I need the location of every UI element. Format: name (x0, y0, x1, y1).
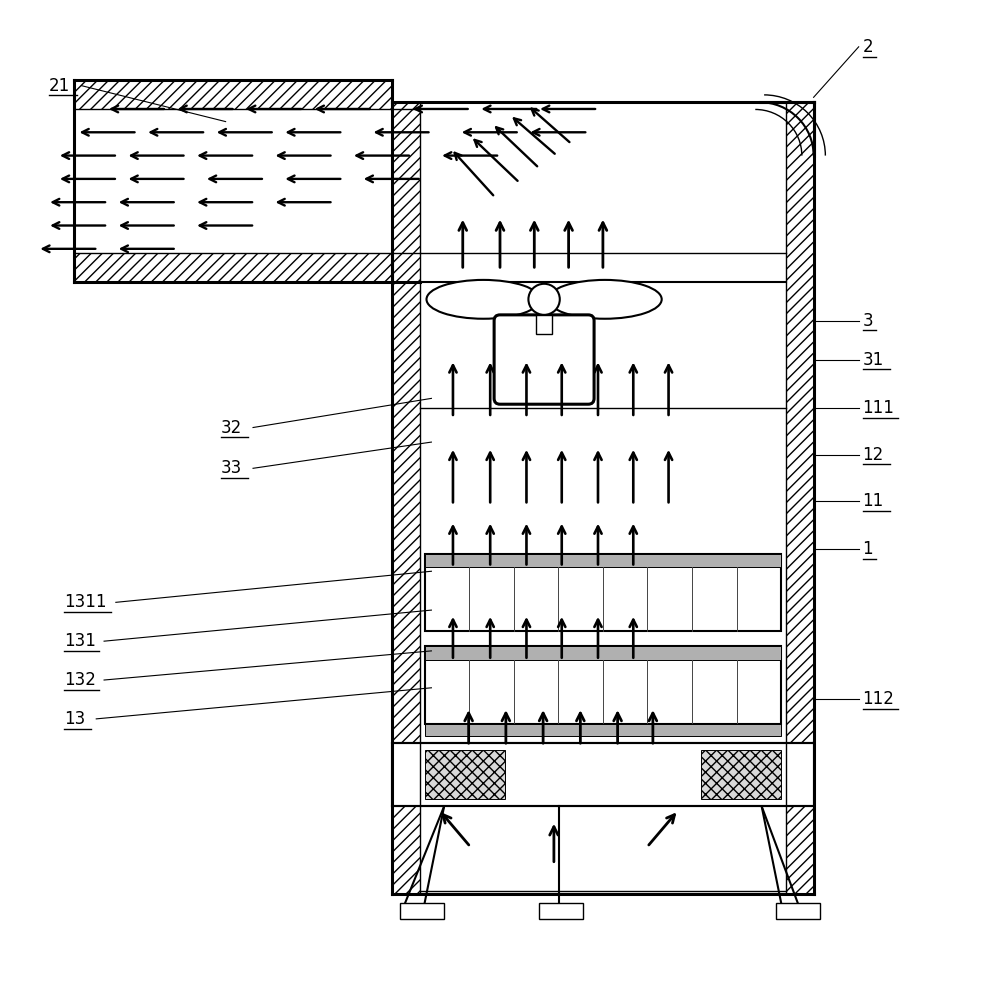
Text: 132: 132 (64, 671, 96, 689)
Text: 1311: 1311 (64, 594, 106, 611)
Ellipse shape (548, 279, 662, 319)
Bar (425, 554, 781, 631)
Bar (425, 554, 781, 568)
Text: 3: 3 (863, 312, 873, 330)
Text: 32: 32 (221, 418, 242, 436)
Bar (425, 723, 781, 736)
Bar (392, 102, 420, 894)
Text: 12: 12 (863, 446, 884, 464)
Text: 1: 1 (863, 540, 873, 558)
Text: 11: 11 (863, 493, 884, 510)
FancyBboxPatch shape (494, 315, 594, 404)
Text: 111: 111 (863, 399, 894, 417)
Bar (425, 750, 505, 800)
Text: 21: 21 (49, 76, 70, 95)
Bar (536, 315, 552, 334)
Bar (786, 102, 814, 894)
Bar (74, 80, 392, 109)
Text: 2: 2 (863, 38, 873, 55)
Bar (74, 253, 392, 281)
Text: 13: 13 (64, 710, 85, 727)
Bar (701, 750, 781, 800)
Bar (425, 646, 781, 723)
Bar (776, 904, 820, 919)
Bar (400, 904, 444, 919)
Ellipse shape (426, 279, 540, 319)
Bar (425, 646, 781, 660)
Text: 33: 33 (221, 459, 242, 478)
Bar (392, 743, 814, 807)
Bar (539, 904, 583, 919)
Text: 131: 131 (64, 632, 96, 650)
Text: 31: 31 (863, 351, 884, 369)
Circle shape (528, 283, 560, 315)
Text: 112: 112 (863, 691, 894, 709)
